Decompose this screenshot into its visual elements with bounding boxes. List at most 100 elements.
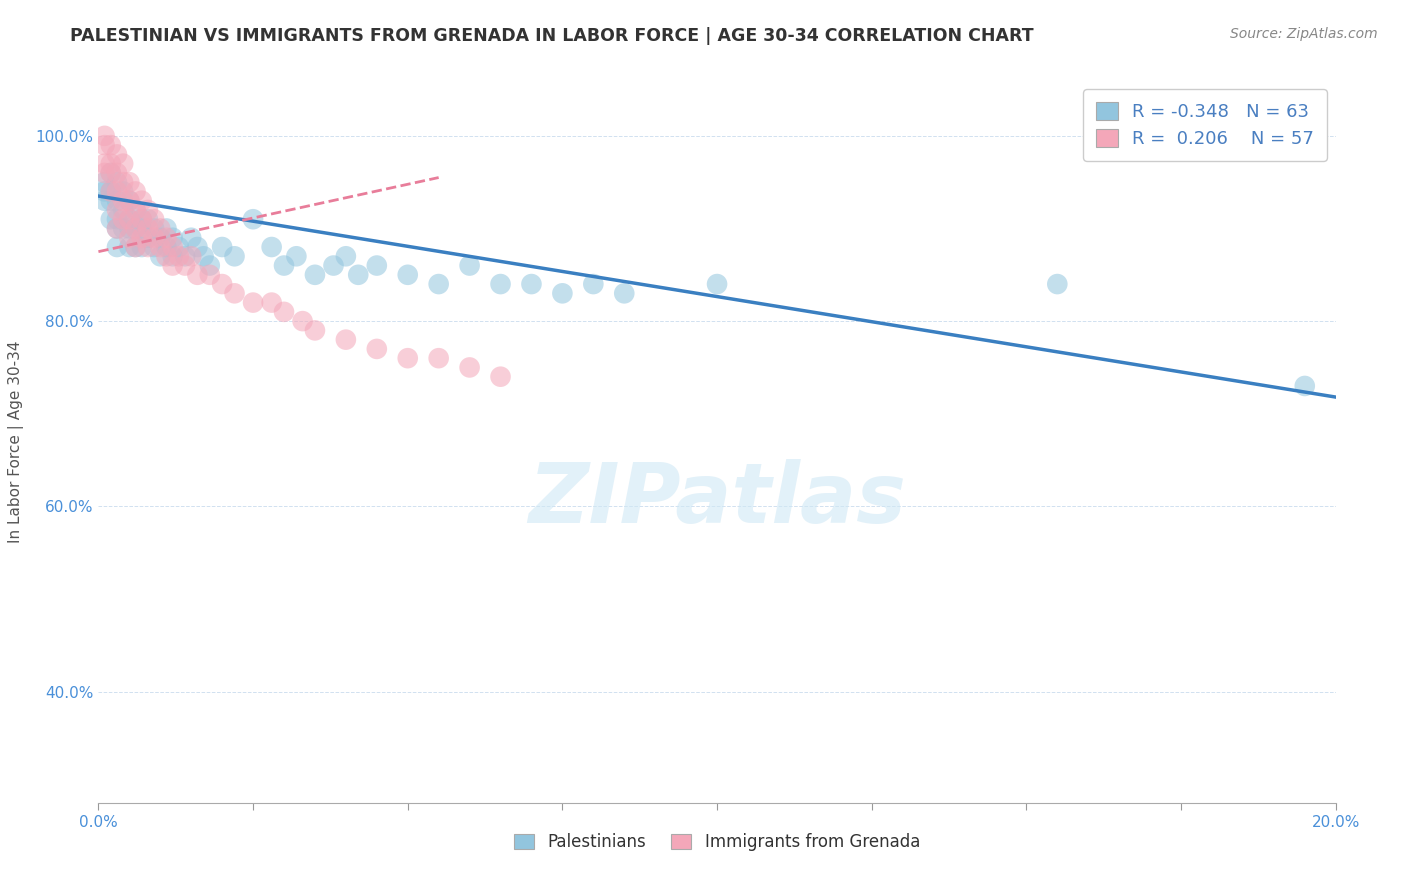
Point: [93, 128, 115, 143]
Point: [118, 240, 141, 254]
Point: [124, 221, 146, 235]
Point: [105, 185, 128, 199]
Point: [100, 166, 122, 180]
Point: [242, 212, 264, 227]
Point: [613, 286, 636, 301]
Point: [118, 212, 141, 227]
Point: [136, 231, 159, 245]
Point: [582, 277, 605, 291]
Point: [100, 194, 122, 208]
Point: [489, 369, 512, 384]
Point: [131, 212, 153, 227]
Point: [105, 221, 128, 235]
Point: [149, 231, 172, 245]
Point: [100, 185, 122, 199]
Point: [112, 185, 135, 199]
Point: [143, 221, 166, 235]
Point: [118, 175, 141, 189]
Point: [273, 305, 295, 319]
Y-axis label: In Labor Force | Age 30-34: In Labor Force | Age 30-34: [8, 340, 24, 543]
Point: [118, 221, 141, 235]
Point: [198, 268, 221, 282]
Point: [162, 249, 184, 263]
Point: [100, 166, 122, 180]
Point: [242, 295, 264, 310]
Point: [93, 138, 115, 153]
Point: [174, 259, 197, 273]
Point: [186, 240, 208, 254]
Point: [124, 240, 146, 254]
Point: [136, 212, 159, 227]
Point: [100, 212, 122, 227]
Text: ZIPatlas: ZIPatlas: [529, 458, 905, 540]
Point: [396, 268, 419, 282]
Point: [155, 221, 177, 235]
Point: [143, 240, 166, 254]
Point: [162, 240, 184, 254]
Point: [112, 221, 135, 235]
Legend: Palestinians, Immigrants from Grenada: Palestinians, Immigrants from Grenada: [506, 825, 928, 860]
Point: [149, 221, 172, 235]
Point: [100, 138, 122, 153]
Point: [211, 277, 233, 291]
Point: [112, 175, 135, 189]
Point: [285, 249, 308, 263]
Point: [105, 166, 128, 180]
Point: [124, 240, 146, 254]
Point: [260, 295, 283, 310]
Point: [347, 268, 370, 282]
Point: [105, 175, 128, 189]
Point: [93, 166, 115, 180]
Point: [112, 212, 135, 227]
Point: [118, 212, 141, 227]
Point: [105, 240, 128, 254]
Point: [105, 202, 128, 217]
Point: [162, 259, 184, 273]
Point: [143, 231, 166, 245]
Point: [180, 249, 202, 263]
Point: [224, 286, 246, 301]
Point: [458, 259, 481, 273]
Point: [105, 212, 128, 227]
Point: [1046, 277, 1069, 291]
Point: [131, 231, 153, 245]
Point: [260, 240, 283, 254]
Point: [520, 277, 543, 291]
Point: [105, 147, 128, 161]
Point: [180, 231, 202, 245]
Point: [366, 342, 388, 356]
Point: [131, 240, 153, 254]
Point: [118, 194, 141, 208]
Point: [396, 351, 419, 366]
Point: [489, 277, 512, 291]
Text: PALESTINIAN VS IMMIGRANTS FROM GRENADA IN LABOR FORCE | AGE 30-34 CORRELATION CH: PALESTINIAN VS IMMIGRANTS FROM GRENADA I…: [70, 27, 1033, 45]
Point: [155, 240, 177, 254]
Point: [193, 249, 215, 263]
Point: [155, 231, 177, 245]
Point: [224, 249, 246, 263]
Point: [124, 202, 146, 217]
Point: [93, 175, 115, 189]
Point: [427, 277, 450, 291]
Point: [186, 268, 208, 282]
Point: [124, 202, 146, 217]
Point: [149, 249, 172, 263]
Point: [124, 185, 146, 199]
Point: [291, 314, 314, 328]
Point: [112, 156, 135, 170]
Point: [427, 351, 450, 366]
Point: [118, 194, 141, 208]
Point: [143, 212, 166, 227]
Point: [304, 323, 326, 337]
Text: Source: ZipAtlas.com: Source: ZipAtlas.com: [1230, 27, 1378, 41]
Point: [198, 259, 221, 273]
Point: [100, 185, 122, 199]
Point: [304, 268, 326, 282]
Point: [167, 249, 190, 263]
Point: [162, 231, 184, 245]
Point: [211, 240, 233, 254]
Point: [93, 185, 115, 199]
Point: [174, 249, 197, 263]
Point: [335, 333, 357, 347]
Point: [458, 360, 481, 375]
